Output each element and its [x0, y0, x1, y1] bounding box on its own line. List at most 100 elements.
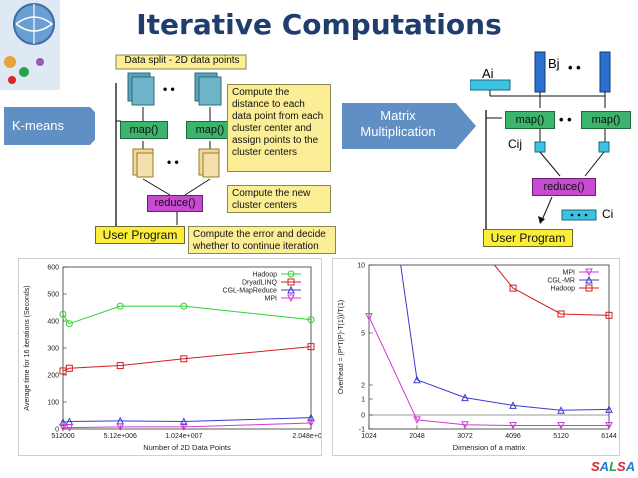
- x-tick-label: 1024: [361, 433, 377, 440]
- matrix-b-col: [599, 51, 611, 93]
- bj-label: Bj: [548, 56, 560, 71]
- x-tick-label: 5120: [553, 433, 569, 440]
- x-tick-label: 3072: [457, 433, 473, 440]
- data-point: [59, 424, 67, 432]
- series-line: [368, 316, 609, 426]
- legend-label: Hadoop: [252, 272, 277, 279]
- data-point: [605, 405, 613, 413]
- matrix-chart: -1 0 1 2 5 10 1024 2048 3072 4096 5120 6144 Dimensio…: [332, 258, 620, 456]
- data-split-icon: [127, 72, 155, 106]
- legend-label: Hadoop: [550, 286, 575, 293]
- data-point: [307, 419, 315, 428]
- salsa-logo: SALSA: [591, 459, 635, 474]
- cij-label: Cij: [508, 137, 522, 151]
- reduce-note: Compute the new cluster centers: [227, 185, 331, 213]
- matrix-reduce-box: reduce(): [532, 178, 596, 196]
- data-point: [307, 316, 315, 324]
- data-point: [413, 416, 421, 425]
- data-point: [557, 422, 565, 430]
- y-tick-label: 100: [47, 400, 59, 407]
- data-point: [509, 401, 517, 409]
- legend-label: MPI: [563, 270, 576, 277]
- legend-label: CGL-MR: [547, 278, 575, 285]
- slide-title: Iterative Computations: [136, 8, 502, 41]
- dots-separator: • •: [163, 82, 175, 96]
- logo-letter: A: [625, 459, 636, 474]
- x-tick-label: 6144: [601, 433, 617, 440]
- y-axis-label: Overhead = (P*T(P)-T(1))/T(1): [338, 300, 345, 394]
- matrix-user-program-box: User Program: [483, 229, 573, 247]
- cij-block: [534, 141, 546, 153]
- data-point: [180, 417, 188, 425]
- series-line: [62, 346, 312, 372]
- x-tick-label: 5.12e+006: [104, 433, 137, 440]
- y-tick-label: 2: [361, 383, 365, 390]
- kmeans-chart: 0 100 200 300 400 500 600 512000 5.12e+006 1.024e…: [18, 258, 330, 456]
- series-line: [400, 264, 610, 411]
- y-tick-label: 600: [47, 265, 59, 272]
- matrix-map-box-2: map(): [581, 111, 631, 129]
- series-line: [494, 264, 610, 316]
- intermediate-doc-icon: [198, 148, 220, 178]
- user-program-box: User Program: [95, 226, 185, 244]
- data-point: [461, 393, 469, 402]
- data-point: [180, 302, 188, 310]
- bubble-icon: [4, 56, 16, 68]
- dots-separator: • •: [167, 155, 179, 169]
- intermediate-doc-icon: [132, 148, 154, 178]
- data-point: [307, 413, 315, 422]
- kmeans-arrow: K-means: [4, 107, 108, 145]
- x-tick-label: 2.048e+007: [292, 433, 321, 440]
- dots-separator: • •: [568, 60, 581, 75]
- dots-separator: • •: [559, 112, 572, 127]
- data-point: [605, 311, 613, 319]
- x-axis-label: Dimension of a matrix: [453, 443, 526, 452]
- cij-block: [598, 141, 610, 153]
- ci-label: Ci: [602, 207, 614, 221]
- data-point: [65, 424, 74, 432]
- data-point: [605, 422, 613, 430]
- kmeans-label: K-means: [12, 118, 65, 133]
- data-point: [557, 310, 565, 318]
- data-point: [59, 418, 67, 426]
- y-tick-label: 0: [55, 427, 59, 434]
- logo-letter: S: [617, 459, 626, 474]
- legend-label: MPI: [265, 296, 278, 303]
- matrix-arrow: [342, 103, 476, 149]
- ai-label: Ai: [482, 66, 494, 81]
- reduce-box: reduce(): [147, 195, 203, 212]
- x-axis-label: Number of 2D Data Points: [143, 443, 231, 452]
- series-line: [62, 305, 312, 325]
- series-line: [63, 422, 312, 429]
- data-point: [65, 320, 73, 328]
- matrix-a-row: [470, 79, 511, 91]
- y-tick-label: 500: [47, 292, 59, 299]
- map-box-1: map(): [120, 121, 168, 139]
- data-point: [585, 268, 593, 277]
- data-point: [509, 284, 517, 292]
- y-tick-label: -1: [359, 427, 365, 434]
- data-point: [585, 275, 593, 284]
- logo-letter: S: [591, 459, 600, 474]
- data-point: [413, 375, 421, 384]
- data-point: [365, 313, 373, 321]
- data-point: [287, 285, 295, 294]
- data-point: [180, 355, 188, 363]
- data-point: [585, 284, 593, 292]
- x-tick-label: 512000: [51, 433, 74, 440]
- data-point: [116, 302, 124, 310]
- data-point: [287, 278, 295, 286]
- y-tick-label: 5: [361, 331, 365, 338]
- y-tick-label: 0: [361, 413, 365, 420]
- matrix-diagram: Ai Bj • • map() • • map() Cij reduce() C…: [470, 50, 638, 250]
- data-point: [59, 310, 67, 318]
- series-line: [62, 417, 312, 423]
- data-point: [65, 364, 73, 372]
- plot-frame: [368, 264, 610, 430]
- data-point: [509, 422, 517, 430]
- data-point: [287, 294, 295, 303]
- data-point: [180, 423, 188, 431]
- globe-decoration: [0, 0, 60, 90]
- data-point: [461, 421, 469, 429]
- x-tick-label: 2048: [409, 433, 425, 440]
